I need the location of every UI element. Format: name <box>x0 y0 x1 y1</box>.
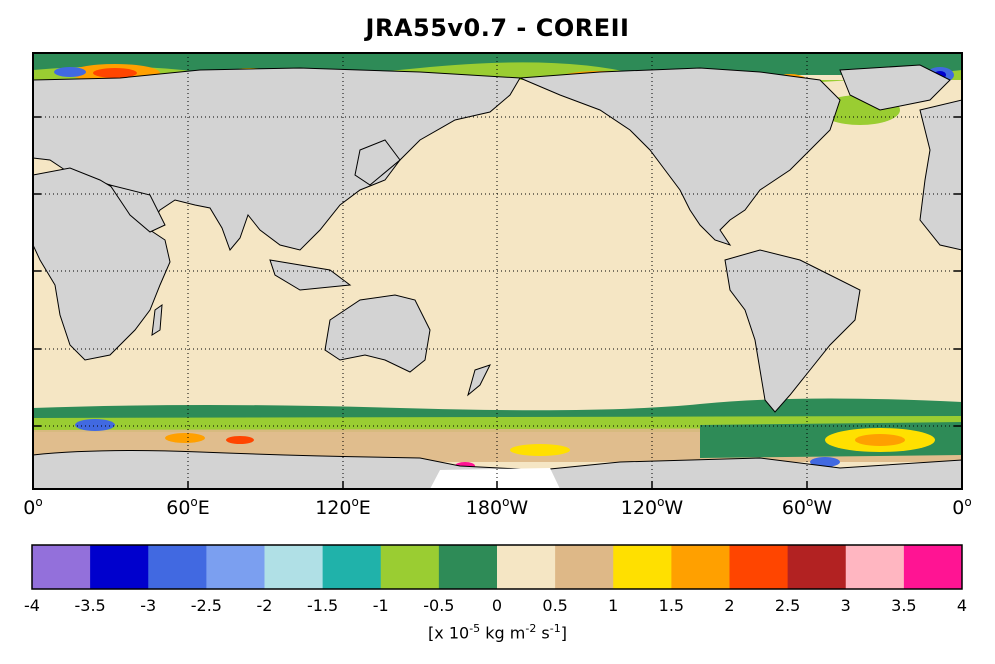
southern-dark-green-band <box>33 398 962 420</box>
map-ticks <box>33 116 962 489</box>
colorbar-swatch-0 <box>32 545 91 589</box>
colorbar-swatch-7 <box>438 545 498 589</box>
colorbar-tick-label: 0 <box>491 596 503 615</box>
colorbar-swatch-3 <box>206 545 265 589</box>
colorbar-swatch-14 <box>845 545 905 589</box>
arctic-anomaly-blue-1 <box>54 67 86 77</box>
colorbar-tick-label: -3 <box>140 596 157 615</box>
colorbar-swatch-15 <box>903 545 963 589</box>
new-zealand <box>467 364 491 397</box>
colorbar-tick-label: 2.5 <box>774 596 801 615</box>
colorbar-tick-label: 0.5 <box>542 596 568 615</box>
colorbar-tick-label: 4 <box>956 596 968 615</box>
ross-ice-shelf <box>430 468 560 489</box>
colorbar-frame <box>31 544 963 590</box>
colorbar-units: [x 10-5 kg m-2 s-1] <box>428 622 567 643</box>
colorbar-swatch-4 <box>264 545 324 589</box>
colorbar-swatch-1 <box>90 545 149 589</box>
colorbar-tick-label: -0.5 <box>423 596 455 615</box>
colorbar-swatch-12 <box>729 545 789 589</box>
map-title: JRA55v0.7 - COREII <box>365 14 630 42</box>
arctic-anomaly-red-1 <box>93 68 137 78</box>
colorbar-tick-label: 2 <box>724 596 735 615</box>
colorbar-swatch-2 <box>148 545 207 589</box>
lon-label-180w: 180oW <box>465 495 529 519</box>
colorbar-tick-label: -1 <box>372 596 389 615</box>
colorbar-swatch-10 <box>613 545 672 589</box>
colorbar-swatch-8 <box>497 545 556 589</box>
southern-anomaly-red <box>226 436 254 444</box>
japan <box>354 139 401 186</box>
western-europe-edge <box>919 99 962 251</box>
australia <box>324 294 431 373</box>
lon-label-60e: 60oE <box>166 495 210 519</box>
colorbar-tick-label: 3 <box>840 596 851 615</box>
lon-label-0-east: 0o <box>952 495 972 519</box>
southern-anomaly-blue-2 <box>810 457 840 467</box>
colorbar-tick-label: -3.5 <box>74 596 106 615</box>
southern-anomaly-orange-2 <box>165 433 205 443</box>
colorbar-tick-label: -1.5 <box>307 596 339 615</box>
madagascar <box>151 303 163 336</box>
north-america <box>519 67 841 246</box>
colorbar-tick-label: 3.5 <box>891 596 917 615</box>
colorbar-swatch-6 <box>380 545 440 589</box>
lon-label-0: 0o <box>23 495 43 519</box>
colorbar-swatch-9 <box>555 545 614 589</box>
colorbar-tick-label: -2.5 <box>190 596 222 615</box>
lon-label-120e: 120oE <box>315 495 371 519</box>
colorbar-tick-label: 1.5 <box>658 596 685 615</box>
southern-anomaly-orange-1 <box>855 434 905 446</box>
south-america <box>724 249 861 413</box>
graticule <box>33 53 962 489</box>
colorbar-tick-label: -2 <box>256 596 273 615</box>
colorbar-swatch-11 <box>671 545 730 589</box>
colorbar-swatch-5 <box>322 545 382 589</box>
lon-label-60w: 60oW <box>781 495 833 519</box>
colorbar-tick-label: 1 <box>608 596 619 615</box>
colorbar-tick-label: -4 <box>24 596 40 615</box>
lon-label-120w: 120oW <box>620 495 684 519</box>
greenland <box>839 64 951 111</box>
colorbar-swatch-13 <box>787 545 847 589</box>
southern-anomaly-yellow-2 <box>510 444 570 456</box>
southern-anomaly-blue-1 <box>75 419 115 431</box>
indonesia <box>269 259 352 291</box>
arabian-peninsula <box>108 184 166 233</box>
